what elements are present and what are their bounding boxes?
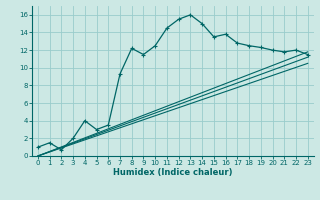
X-axis label: Humidex (Indice chaleur): Humidex (Indice chaleur) [113, 168, 233, 177]
